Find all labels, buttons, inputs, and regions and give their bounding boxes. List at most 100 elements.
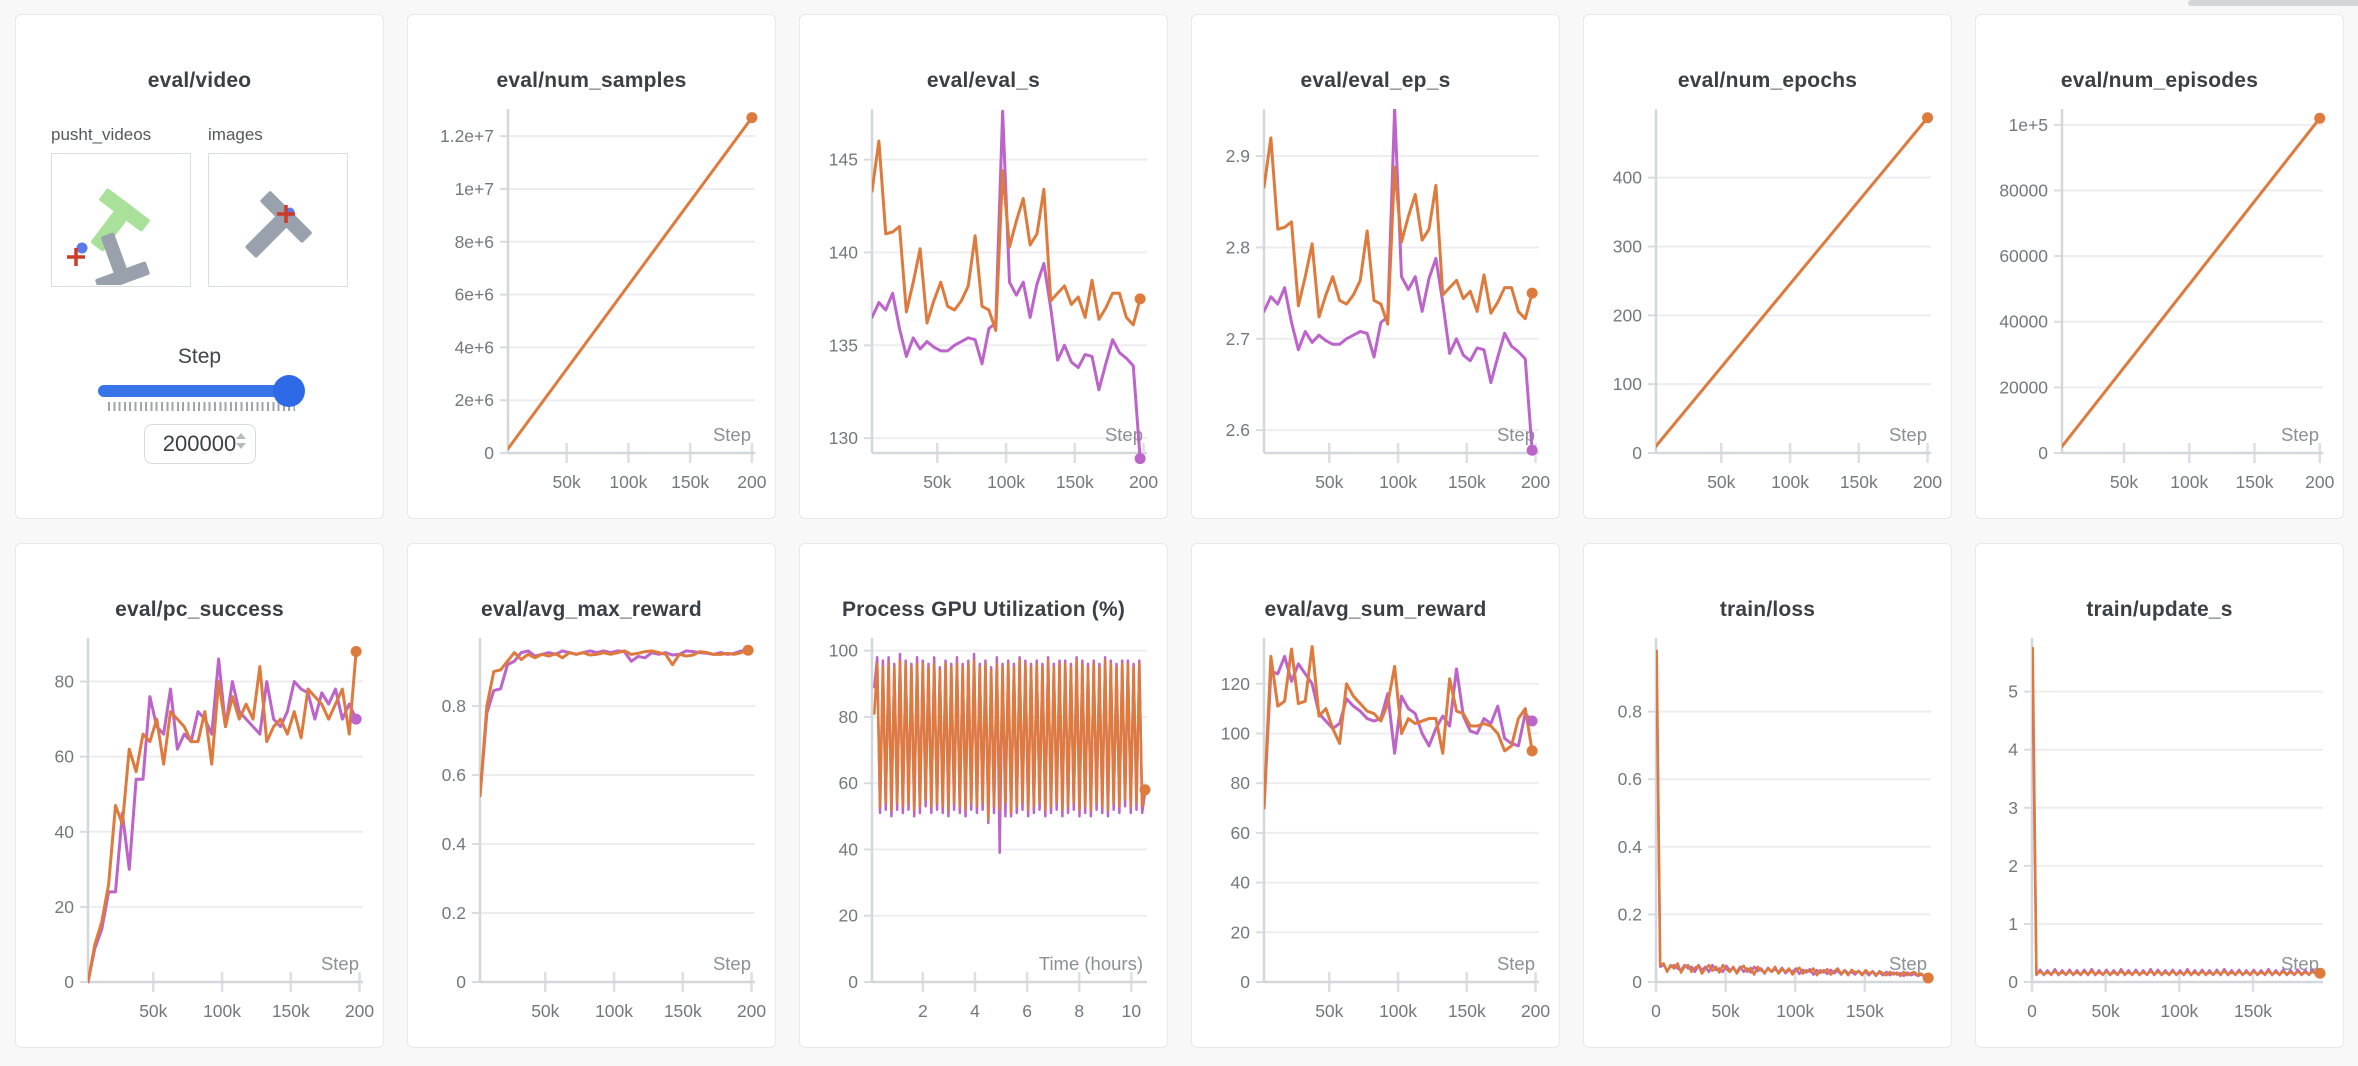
- svg-text:4e+6: 4e+6: [455, 337, 494, 357]
- svg-text:60: 60: [55, 747, 75, 767]
- svg-text:0.8: 0.8: [442, 696, 466, 716]
- media-item-images: images: [208, 125, 348, 287]
- svg-text:200: 200: [737, 1001, 766, 1021]
- svg-text:100k: 100k: [1771, 472, 1809, 492]
- svg-text:150k: 150k: [1448, 472, 1486, 492]
- svg-text:Step: Step: [713, 953, 751, 974]
- svg-text:0: 0: [2008, 972, 2018, 992]
- chart-canvas[interactable]: 0 0.2 0.4 0.6 0.8 50k 100k 150k 200 Step: [408, 632, 775, 1032]
- svg-text:0.8: 0.8: [1618, 702, 1642, 722]
- chart-svg: 0 2e+6 4e+6 6e+6 8e+6 1e+7 1.2e+7 50k 100k 150k 20…: [440, 109, 767, 492]
- chart-canvas[interactable]: 0 1 2 3 4 5 0 50k 100k 150k Step: [1976, 632, 2343, 1032]
- svg-text:100k: 100k: [987, 472, 1025, 492]
- svg-text:60000: 60000: [1999, 246, 2048, 266]
- svg-text:40000: 40000: [1999, 312, 2048, 332]
- svg-text:80: 80: [839, 707, 859, 727]
- chart-svg: 0 20000 40000 60000 80000 1e+5 50k 100k 150k 200 S…: [1999, 109, 2335, 492]
- chart-svg: 0 0.2 0.4 0.6 0.8 50k 100k 150k 200 Step: [442, 638, 766, 1021]
- chart-svg: 0 100 200 300 400 50k 100k 150k 200 Step: [1613, 109, 1942, 492]
- step-stepper: [235, 433, 246, 449]
- panel-grid: eval/video pusht_videos: [15, 14, 2344, 1048]
- svg-text:100: 100: [1613, 374, 1642, 394]
- horizontal-scrollbar[interactable]: [2188, 0, 2358, 6]
- svg-text:200: 200: [345, 1001, 374, 1021]
- step-input-field[interactable]: [160, 431, 239, 457]
- svg-text:0.6: 0.6: [1618, 769, 1642, 789]
- step-slider-label: Step: [177, 345, 222, 368]
- svg-text:0: 0: [2027, 1001, 2037, 1021]
- gray-t-shape: [95, 232, 150, 293]
- svg-text:2e+6: 2e+6: [455, 390, 494, 410]
- svg-text:140: 140: [829, 242, 858, 262]
- svg-text:200: 200: [1913, 472, 1942, 492]
- svg-text:0: 0: [484, 443, 494, 463]
- svg-text:80: 80: [55, 672, 75, 692]
- svg-text:3: 3: [2008, 798, 2018, 818]
- stepper-up-icon[interactable]: [235, 433, 246, 439]
- svg-text:40: 40: [839, 839, 859, 859]
- svg-text:80000: 80000: [1999, 180, 2048, 200]
- gray-t-shape: [245, 191, 312, 258]
- chart-title: train/update_s: [2086, 598, 2233, 621]
- svg-text:150k: 150k: [2236, 472, 2274, 492]
- svg-text:200: 200: [2305, 472, 2334, 492]
- svg-text:60: 60: [1231, 823, 1251, 843]
- chart-title: eval/avg_max_reward: [481, 598, 702, 621]
- media-label-pusht-videos: pusht_videos: [51, 125, 152, 144]
- chart-title: eval/num_samples: [496, 69, 687, 92]
- svg-text:200: 200: [737, 472, 766, 492]
- svg-text:100k: 100k: [1776, 1001, 1814, 1021]
- chart-svg: 2.6 2.7 2.8 2.9 50k 100k 150k 200 Step: [1226, 109, 1550, 492]
- panel-eval-pc-success: eval/pc_success 0 20 40 60 80 50k 100k 150k 200 S…: [15, 543, 384, 1048]
- image-frame: [245, 191, 312, 258]
- stepper-down-icon[interactable]: [235, 443, 246, 449]
- svg-text:20: 20: [1231, 922, 1251, 942]
- svg-text:1e+5: 1e+5: [2009, 115, 2048, 135]
- chart-title: eval/num_epochs: [1677, 69, 1858, 92]
- panel-train-loss: train/loss 0 0.2 0.4 0.6 0.8 0 50k 100k 150k Step: [1583, 543, 1952, 1048]
- chart-svg: 0 20 40 60 80 100 2 4 6 8 10 Time (hours): [829, 638, 1151, 1021]
- step-slider[interactable]: [98, 375, 305, 407]
- pusht-video-frame: [67, 188, 150, 293]
- chart-title: Process GPU Utilization (%): [841, 598, 1126, 621]
- chart-canvas[interactable]: 0 100 200 300 400 50k 100k 150k 200 Step: [1584, 103, 1951, 503]
- image-thumbnail[interactable]: [208, 153, 348, 287]
- svg-text:150k: 150k: [1448, 1001, 1486, 1021]
- svg-text:50k: 50k: [1315, 1001, 1343, 1021]
- svg-text:100k: 100k: [2160, 1001, 2198, 1021]
- svg-text:50k: 50k: [1712, 1001, 1740, 1021]
- svg-text:8e+6: 8e+6: [455, 232, 494, 252]
- svg-text:0: 0: [1240, 972, 1250, 992]
- svg-text:300: 300: [1613, 236, 1642, 256]
- panel-eval-video: eval/video pusht_videos: [15, 14, 384, 519]
- svg-text:4: 4: [970, 1001, 980, 1021]
- chart-svg: 0 0.2 0.4 0.6 0.8 0 50k 100k 150k Step: [1618, 638, 1934, 1021]
- chart-canvas[interactable]: 0 0.2 0.4 0.6 0.8 0 50k 100k 150k Step: [1584, 632, 1951, 1032]
- chart-canvas[interactable]: 2.6 2.7 2.8 2.9 50k 100k 150k 200 Step: [1192, 103, 1559, 503]
- chart-canvas[interactable]: 130 135 140 145 50k 100k 150k 200 Step: [800, 103, 1167, 503]
- svg-text:130: 130: [829, 428, 858, 448]
- panel-eval-num-episodes: eval/num_episodes 0 20000 40000 60000 80000 1…: [1975, 14, 2344, 519]
- svg-text:100k: 100k: [595, 1001, 633, 1021]
- panel-process-gpu-utilization: Process GPU Utilization (%) 0 20 40 60 80 100…: [799, 543, 1168, 1048]
- chart-canvas[interactable]: 0 20000 40000 60000 80000 1e+5 50k 100k 150k 200 S…: [1976, 103, 2343, 503]
- chart-title: eval/num_episodes: [2060, 69, 2259, 92]
- svg-text:50k: 50k: [553, 472, 581, 492]
- svg-text:10: 10: [1122, 1001, 1142, 1021]
- svg-text:Step: Step: [2281, 424, 2319, 445]
- pusht-video-thumbnail[interactable]: [51, 153, 191, 293]
- chart-canvas[interactable]: 0 2e+6 4e+6 6e+6 8e+6 1e+7 1.2e+7 50k 100k 150k 20…: [408, 103, 775, 503]
- chart-canvas[interactable]: 0 20 40 60 80 100 2 4 6 8 10 Time (hours): [800, 632, 1167, 1032]
- svg-text:Step: Step: [2281, 953, 2319, 974]
- svg-text:Step: Step: [713, 424, 751, 445]
- chart-title: eval/eval_ep_s: [1300, 69, 1451, 92]
- svg-text:40: 40: [55, 822, 75, 842]
- step-slider-thumb[interactable]: [272, 375, 305, 407]
- panel-eval-num-samples: eval/num_samples 0 2e+6 4e+6 6e+6 8e+6 1e+7 1.…: [407, 14, 776, 519]
- svg-text:0.2: 0.2: [442, 903, 466, 923]
- step-input[interactable]: [143, 424, 256, 464]
- svg-text:Step: Step: [321, 953, 359, 974]
- chart-canvas[interactable]: 0 20 40 60 80 50k 100k 150k 200 Step: [16, 632, 383, 1032]
- chart-canvas[interactable]: 0 20 40 60 80 100 120 50k 100k 150k 200 Step: [1192, 632, 1559, 1032]
- svg-text:40: 40: [1231, 873, 1251, 893]
